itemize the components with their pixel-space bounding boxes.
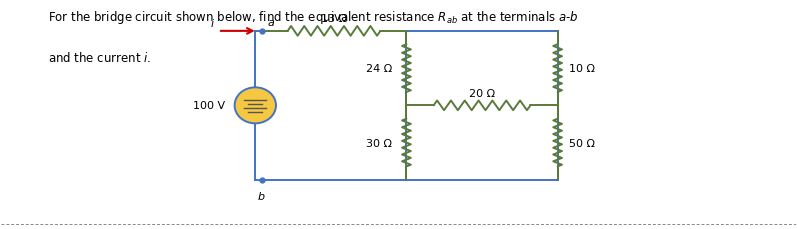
Circle shape bbox=[234, 88, 276, 124]
Text: 13 Ω: 13 Ω bbox=[321, 14, 347, 24]
Text: 30 Ω: 30 Ω bbox=[366, 138, 392, 148]
Text: and the current $i$.: and the current $i$. bbox=[48, 50, 151, 64]
Text: 20 Ω: 20 Ω bbox=[469, 89, 495, 99]
Text: a: a bbox=[267, 18, 274, 28]
Text: 50 Ω: 50 Ω bbox=[569, 138, 595, 148]
Text: b: b bbox=[258, 191, 265, 201]
Text: 24 Ω: 24 Ω bbox=[366, 64, 392, 74]
Text: 10 Ω: 10 Ω bbox=[569, 64, 595, 74]
Text: i: i bbox=[210, 19, 214, 29]
Text: 100 V: 100 V bbox=[193, 101, 225, 111]
Text: For the bridge circuit shown below, find the equivalent resistance $R_{ab}$ at t: For the bridge circuit shown below, find… bbox=[48, 9, 579, 26]
